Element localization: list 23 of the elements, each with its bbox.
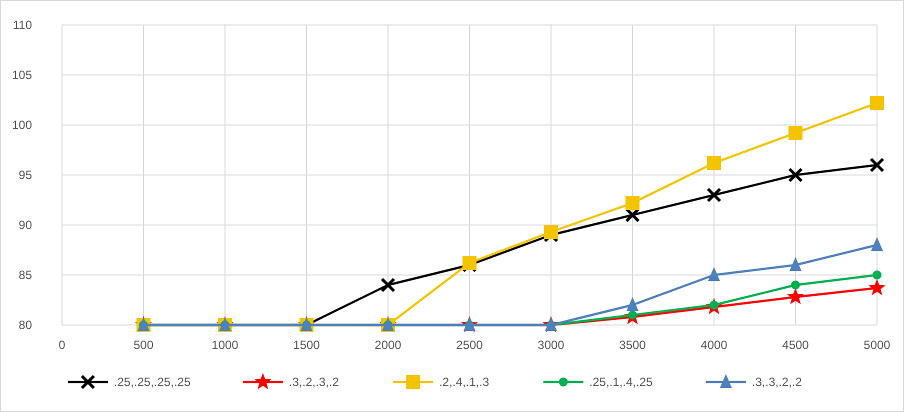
x-tick-label: 4500	[782, 338, 810, 352]
x-tick-label: 500	[133, 338, 154, 352]
x-tick-label: 4000	[700, 338, 728, 352]
legend-label: .25,.25,.25,.25	[114, 375, 191, 389]
y-tick-label: 85	[18, 268, 32, 282]
y-tick-label: 105	[12, 68, 32, 82]
y-tick-label: 90	[18, 218, 32, 232]
y-tick-label: 95	[18, 168, 32, 182]
x-tick-label: 1500	[293, 338, 320, 352]
x-tick-label: 2500	[456, 338, 484, 352]
y-tick-label: 100	[12, 118, 32, 132]
x-tick-label: 0	[58, 338, 66, 352]
x-tick-label: 3500	[619, 338, 646, 352]
legend-label: .3,.2,.3,.2	[288, 375, 340, 389]
x-tick-label: 3000	[538, 338, 565, 352]
x-tick-label: 1000	[212, 338, 239, 352]
y-tick-label: 80	[18, 318, 32, 332]
legend-label: .25,.1,.4,.25	[589, 375, 654, 389]
y-tick-label: 110	[12, 18, 32, 32]
legend-label: .3,.3,.2,.2	[752, 375, 802, 389]
x-tick-label: 2000	[374, 338, 402, 352]
legend-label: .2,.4,.1,.3	[439, 375, 490, 389]
x-tick-label: 5000	[864, 338, 891, 352]
